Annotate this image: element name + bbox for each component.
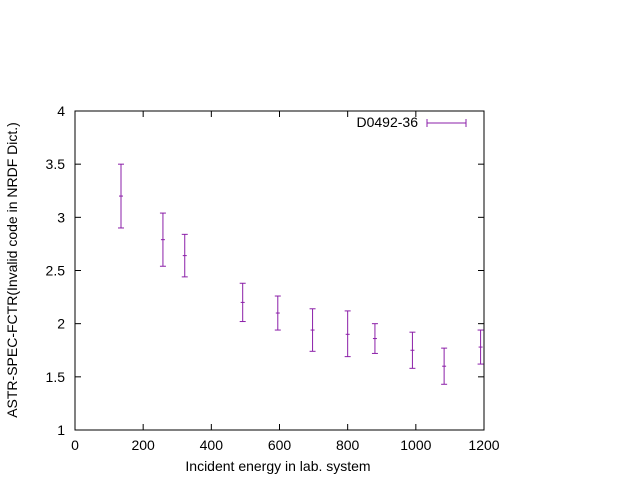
- x-tick-label: 600: [268, 437, 292, 453]
- data-point: [344, 310, 351, 358]
- legend-label: D0492-36: [357, 114, 419, 130]
- y-tick-label: 4: [57, 103, 65, 119]
- y-tick-label: 1.5: [46, 369, 66, 385]
- data-point: [477, 329, 484, 365]
- y-axis-label: ASTR-SPEC-FCTR(Invalid code in NRDF Dict…: [4, 122, 20, 418]
- data-point: [309, 308, 316, 352]
- y-tick-label: 2: [57, 316, 65, 332]
- data-point: [441, 347, 448, 385]
- data-point: [239, 282, 246, 323]
- x-axis-label: Incident energy in lab. system: [185, 458, 370, 474]
- data-point: [181, 233, 188, 278]
- data-points: [118, 163, 484, 385]
- x-tick-label: 1200: [468, 437, 499, 453]
- x-tick-label: 0: [71, 437, 79, 453]
- data-point: [274, 295, 281, 331]
- data-point: [159, 212, 166, 267]
- x-tick-label: 400: [200, 437, 224, 453]
- y-tick-label: 2.5: [46, 263, 66, 279]
- data-point: [409, 331, 416, 369]
- x-tick-label: 1000: [400, 437, 431, 453]
- data-point: [371, 323, 378, 354]
- data-point: [118, 163, 125, 229]
- legend: D0492-36: [357, 114, 467, 130]
- plot-border: [74, 110, 485, 431]
- x-tick-label: 200: [131, 437, 155, 453]
- x-tick-label: 800: [336, 437, 360, 453]
- y-tick-label: 3: [57, 209, 65, 225]
- axis-ticks: 0 200 400 600 800 1000 1200 1 1.5 2 2.5 3 3.5 4: [46, 103, 500, 453]
- y-tick-label: 3.5: [46, 156, 66, 172]
- y-tick-label: 1: [57, 422, 65, 438]
- plot-frame: [74, 110, 485, 431]
